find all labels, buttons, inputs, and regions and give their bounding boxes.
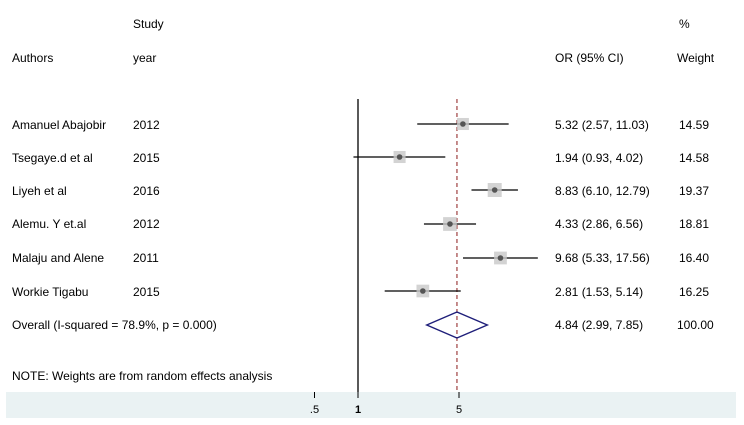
- study-weight: 16.40: [679, 251, 710, 265]
- study-weight: 18.81: [679, 217, 710, 231]
- overall-label: Overall (I-squared = 78.9%, p = 0.000): [12, 318, 217, 332]
- year-header: year: [133, 51, 157, 65]
- point-estimate: [460, 121, 466, 127]
- study-weight: 14.59: [679, 118, 710, 132]
- study-year: 2011: [133, 251, 159, 265]
- overall-or: 4.84 (2.99, 7.85): [555, 318, 644, 332]
- study-year: 2015: [133, 151, 160, 165]
- point-estimate: [447, 221, 453, 227]
- study-or: 4.33 (2.86, 6.56): [555, 217, 644, 231]
- axis-tick-label: .5: [310, 404, 319, 416]
- study-weight: 14.58: [679, 151, 710, 165]
- study-or: 2.81 (1.53, 5.14): [555, 285, 644, 299]
- study-or: 9.68 (5.33, 17.56): [555, 251, 650, 265]
- study-author: Liyeh et al: [12, 184, 67, 198]
- axis-tick-label: 1: [355, 404, 361, 416]
- axis-tick-label: 5: [456, 404, 462, 416]
- study-author: Alemu. Y et.al: [12, 217, 87, 231]
- study-or: 8.83 (6.10, 12.79): [555, 184, 650, 198]
- study-author: Amanuel Abajobir: [12, 118, 107, 132]
- overall-weight: 100.00: [677, 318, 714, 332]
- study-author: Tsegaye.d et al: [12, 151, 93, 165]
- authors-header: Authors: [12, 51, 54, 65]
- weight-header: Weight: [677, 51, 715, 65]
- point-estimate: [491, 187, 498, 193]
- study-year: 2012: [133, 118, 160, 132]
- study-author: Workie Tigabu: [12, 285, 89, 299]
- study-author: Malaju and Alene: [12, 251, 105, 265]
- overall-diamond: [424, 311, 490, 339]
- study-header: Study: [133, 17, 164, 31]
- percent-header: %: [679, 17, 690, 31]
- study-weight: 19.37: [679, 184, 710, 198]
- study-year: 2012: [133, 217, 160, 231]
- study-year: 2016: [133, 184, 160, 198]
- axis-band: [6, 392, 736, 418]
- or-header: OR (95% CI): [555, 51, 624, 65]
- study-year: 2015: [133, 285, 160, 299]
- study-or: 5.32 (2.57, 11.03): [555, 118, 649, 132]
- footnote: NOTE: Weights are from random effects an…: [12, 369, 273, 383]
- point-estimate: [420, 288, 426, 294]
- point-estimate: [396, 154, 403, 160]
- point-estimate: [497, 255, 504, 261]
- study-weight: 16.25: [679, 285, 710, 299]
- study-or: 1.94 (0.93, 4.02): [555, 151, 644, 165]
